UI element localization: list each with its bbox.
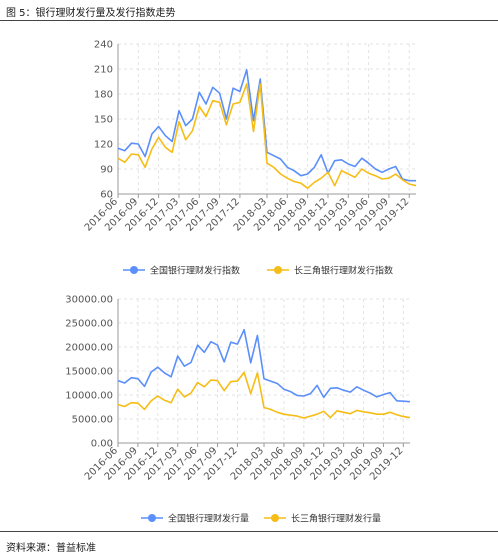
legend-marker-1: [148, 514, 156, 522]
y-tick-label: 0.00: [91, 439, 113, 450]
y-tick-label: 210: [94, 65, 113, 76]
legend-item-2: 长三角银行理财发行指数: [267, 265, 393, 277]
legend-label-2: 长三角银行理财发行量: [291, 513, 381, 525]
legend-item-1: 全国银行理财发行指数: [123, 265, 240, 277]
series-line-1: [117, 68, 416, 182]
legend-marker-1: [130, 266, 138, 274]
y-tick-label: 5000.00: [72, 415, 113, 426]
y-tick-label: 150: [94, 115, 113, 126]
bottom-rule: [0, 531, 498, 532]
y-tick-label: 15000.00: [65, 367, 113, 378]
figure-title: 图 5：银行理财发行量及发行指数走势: [6, 8, 176, 19]
legend-marker-2: [271, 514, 279, 522]
y-tick-label: 180: [94, 90, 113, 101]
legend-label-1: 全国银行理财发行指数: [150, 265, 240, 277]
top-rule: [0, 20, 498, 21]
series-line-2: [117, 371, 411, 419]
source-note: 资料来源：普益标准: [6, 543, 96, 554]
y-tick-label: 30000.00: [65, 295, 113, 306]
y-tick-label: 60: [100, 190, 113, 201]
y-tick-label: 10000.00: [65, 391, 113, 402]
legend-item-1: 全国银行理财发行量: [141, 513, 249, 525]
series-line-1: [117, 328, 411, 403]
legend-marker-2: [274, 266, 282, 274]
y-tick-label: 240: [94, 40, 113, 51]
index-chart: 60901201501802102402016-062016-092016-12…: [83, 40, 417, 277]
volume-chart: 0.00 5000.00 10000.00 15000.00 20000.00 25000…: [65, 295, 411, 525]
legend-label-2: 长三角银行理财发行指数: [294, 265, 393, 277]
y-tick-label: 120: [94, 140, 113, 151]
series-line-2: [117, 83, 417, 189]
y-tick-label: 25000.00: [65, 319, 113, 330]
legend-item-2: 长三角银行理财发行量: [264, 513, 381, 525]
legend-label-1: 全国银行理财发行量: [168, 513, 249, 525]
y-tick-label: 20000.00: [65, 343, 113, 354]
y-tick-label: 90: [100, 165, 113, 176]
